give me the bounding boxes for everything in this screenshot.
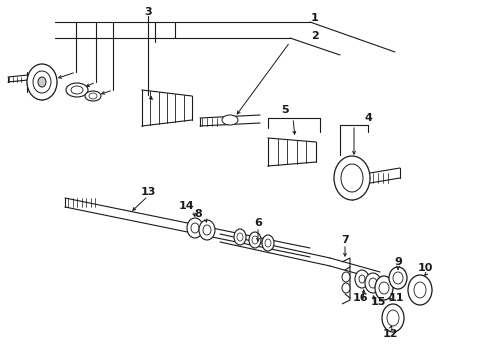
Text: 9: 9 xyxy=(394,257,402,267)
Text: 10: 10 xyxy=(417,263,433,273)
Ellipse shape xyxy=(265,239,271,247)
Text: 6: 6 xyxy=(254,218,262,228)
Ellipse shape xyxy=(203,225,211,235)
Text: 12: 12 xyxy=(382,329,398,339)
Ellipse shape xyxy=(85,91,101,101)
Ellipse shape xyxy=(187,218,203,238)
Ellipse shape xyxy=(342,283,350,293)
Ellipse shape xyxy=(334,156,370,200)
Ellipse shape xyxy=(382,304,404,332)
Text: 15: 15 xyxy=(370,297,386,307)
Ellipse shape xyxy=(38,77,46,87)
Text: 3: 3 xyxy=(144,7,152,17)
Ellipse shape xyxy=(375,276,393,300)
Text: 7: 7 xyxy=(341,235,349,245)
Ellipse shape xyxy=(355,270,369,288)
Text: 1: 1 xyxy=(311,13,319,23)
Ellipse shape xyxy=(359,275,365,283)
Ellipse shape xyxy=(252,236,258,244)
Ellipse shape xyxy=(341,164,363,192)
Ellipse shape xyxy=(414,282,426,298)
Text: 16: 16 xyxy=(352,293,368,303)
Text: 8: 8 xyxy=(194,209,202,219)
Ellipse shape xyxy=(222,115,238,125)
Ellipse shape xyxy=(199,220,215,240)
Ellipse shape xyxy=(387,310,399,326)
Ellipse shape xyxy=(27,64,57,100)
Ellipse shape xyxy=(66,83,88,97)
Text: 4: 4 xyxy=(364,113,372,123)
Text: 5: 5 xyxy=(281,105,289,115)
Ellipse shape xyxy=(393,272,403,284)
Text: 2: 2 xyxy=(311,31,319,41)
Ellipse shape xyxy=(71,86,83,94)
Ellipse shape xyxy=(249,232,261,248)
Ellipse shape xyxy=(234,229,246,245)
Ellipse shape xyxy=(262,235,274,251)
Ellipse shape xyxy=(389,267,407,289)
Ellipse shape xyxy=(408,275,432,305)
Text: 14: 14 xyxy=(178,201,194,211)
Ellipse shape xyxy=(369,278,377,288)
Ellipse shape xyxy=(365,273,381,293)
Ellipse shape xyxy=(379,282,389,294)
Ellipse shape xyxy=(342,272,350,282)
Ellipse shape xyxy=(33,71,51,93)
Ellipse shape xyxy=(89,93,97,99)
Ellipse shape xyxy=(191,223,199,233)
Text: 11: 11 xyxy=(388,293,404,303)
Text: 13: 13 xyxy=(140,187,156,197)
Ellipse shape xyxy=(237,233,243,241)
